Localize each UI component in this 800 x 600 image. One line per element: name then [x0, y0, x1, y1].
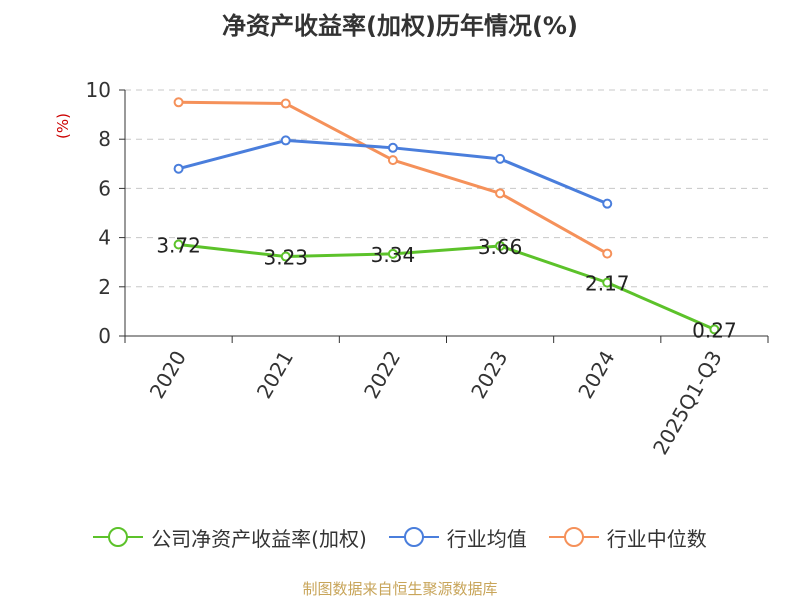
data-point	[387, 155, 398, 166]
x-tick-label: 2020	[145, 347, 191, 403]
y-tick-label: 0	[98, 324, 111, 348]
legend-marker-blue-icon	[388, 527, 439, 547]
x-tick-label: 2021	[252, 347, 298, 403]
axes: 0 2 4 6 8 10 (%) 2020 2021 2022 2023 2024 2025Q1-Q3	[54, 78, 769, 459]
data-labels: 3.72 3.23 3.34 3.66 2.17 0.27	[156, 233, 736, 342]
series-layer	[173, 97, 720, 335]
x-tick-label: 2024	[573, 347, 619, 403]
data-point	[173, 239, 184, 250]
x-tick-label: 2022	[359, 347, 405, 403]
data-point	[495, 153, 506, 164]
data-point	[495, 240, 506, 251]
y-tick-label: 8	[98, 127, 111, 151]
data-label: 3.66	[478, 235, 523, 259]
data-point	[280, 98, 291, 109]
legend-item-industry-mean[interactable]: 行业均值	[388, 523, 527, 552]
data-point	[709, 324, 720, 335]
legend-marker-green-icon	[93, 527, 144, 547]
data-point	[602, 248, 613, 259]
data-source-note: 制图数据来自恒生聚源数据库	[302, 580, 498, 598]
data-point	[173, 97, 184, 108]
legend-label-industry-mean: 行业均值	[446, 526, 527, 551]
legend-item-company[interactable]: 公司净资产收益率(加权)	[93, 523, 367, 552]
data-label: 3.72	[156, 233, 201, 257]
data-label: 0.27	[692, 318, 737, 342]
legend-marker-orange-icon	[548, 527, 599, 547]
data-label: 2.17	[585, 272, 630, 296]
series-line	[178, 242, 716, 331]
data-label: 3.23	[263, 246, 308, 270]
data-point	[602, 277, 613, 288]
data-point	[280, 135, 291, 146]
y-tick-label: 2	[98, 275, 111, 299]
y-tick-label: 4	[98, 226, 111, 250]
x-tick-label: 2025Q1-Q3	[648, 347, 727, 459]
y-tick-label: 10	[86, 78, 111, 102]
data-point	[280, 251, 291, 262]
legend-item-industry-median[interactable]: 行业中位数	[548, 523, 707, 552]
grid-lines	[125, 89, 768, 288]
data-point	[173, 163, 184, 174]
legend-label-industry-median: 行业中位数	[606, 526, 707, 551]
x-tick-label: 2023	[466, 347, 512, 403]
y-tick-label: 6	[98, 176, 111, 200]
legend: 公司净资产收益率(加权) 行业均值 行业中位数	[0, 520, 800, 554]
data-point	[387, 248, 398, 259]
legend-label-company: 公司净资产收益率(加权)	[151, 526, 367, 551]
data-label: 3.34	[371, 243, 416, 267]
y-axis-label: (%)	[54, 113, 72, 139]
data-point	[387, 142, 398, 153]
chart-title: 净资产收益率(加权)历年情况(%)	[222, 12, 578, 40]
data-point	[602, 198, 613, 209]
data-point	[495, 188, 506, 199]
